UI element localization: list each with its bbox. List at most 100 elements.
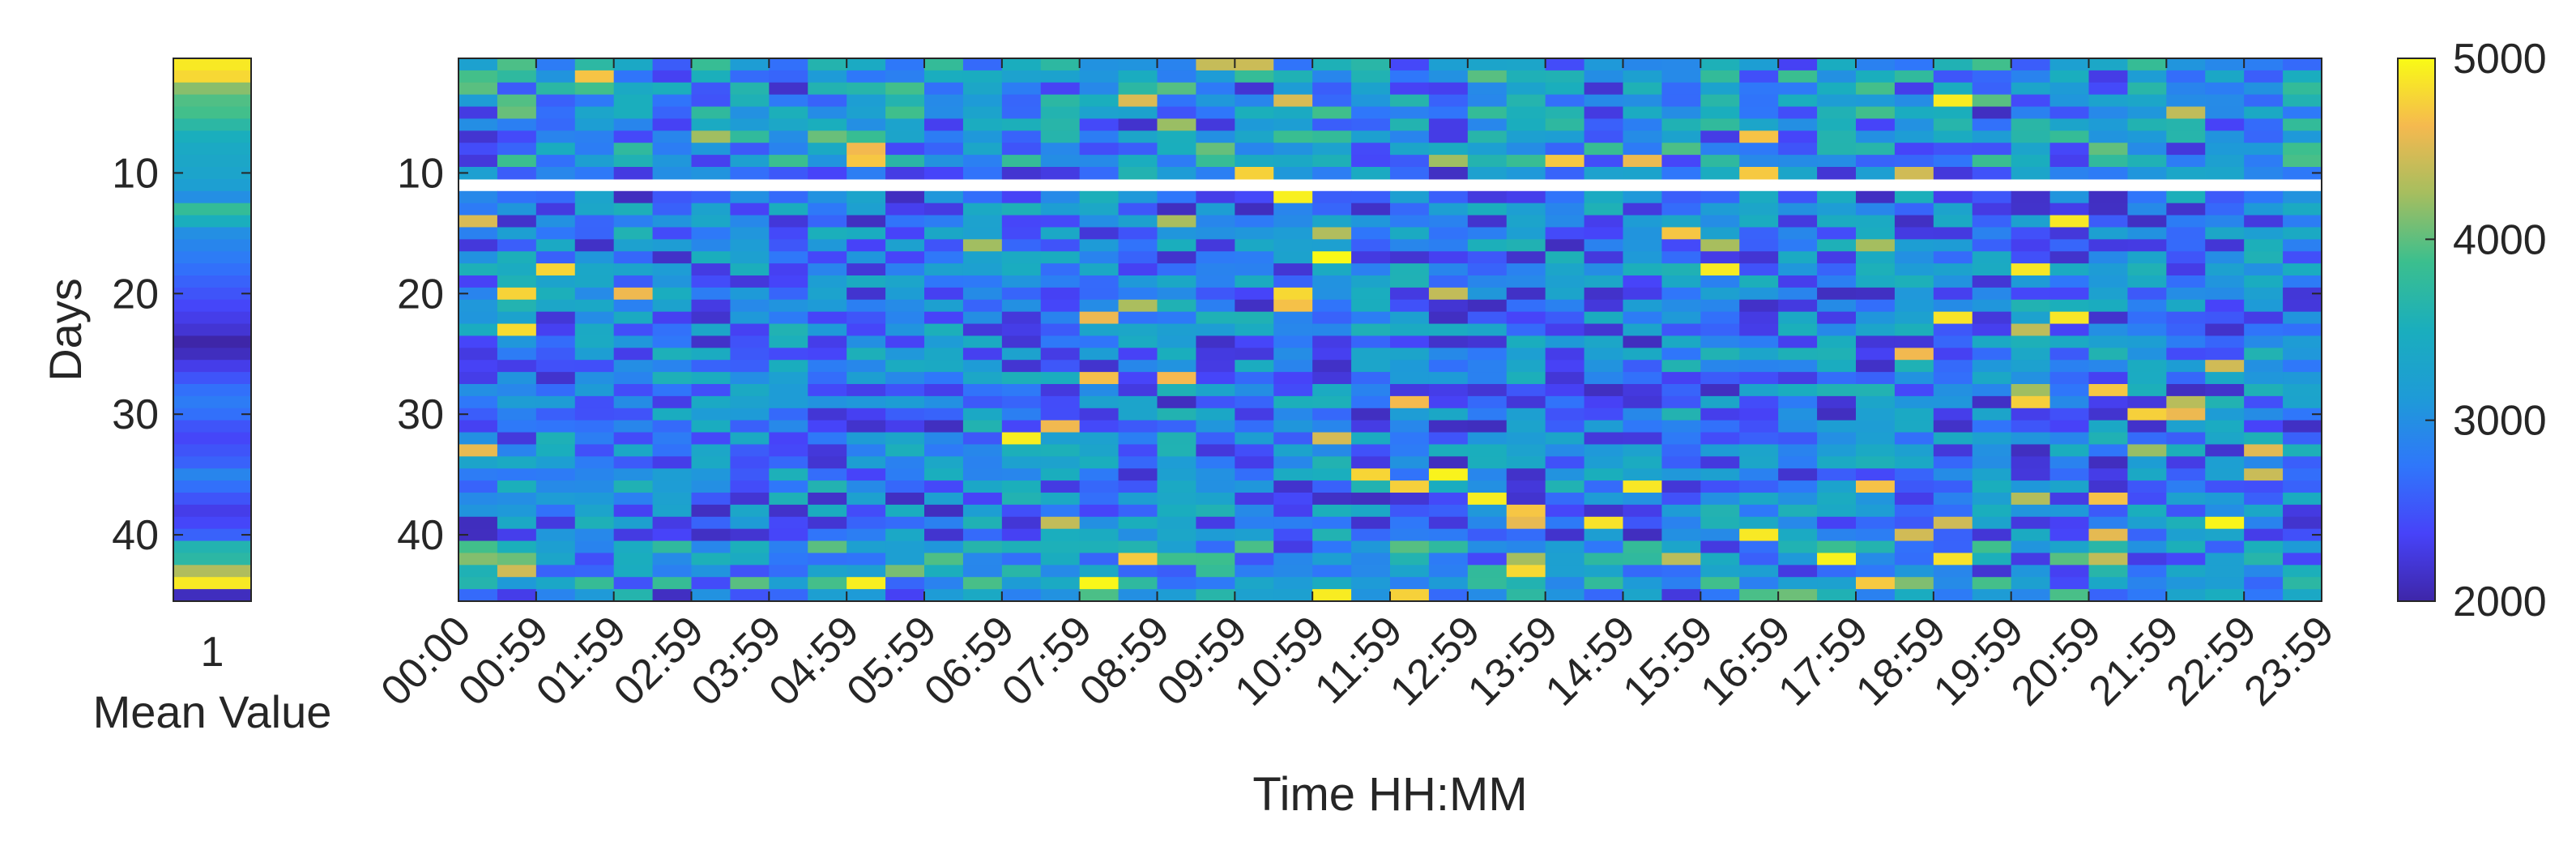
heatmap-cell (1079, 251, 1120, 264)
heatmap-cell (1933, 528, 1973, 542)
heatmap-cell (1972, 528, 2012, 542)
heatmap-cell (613, 577, 654, 590)
heatmap-cell (1856, 155, 1896, 168)
heatmap-cell (885, 384, 925, 397)
heatmap-cell (2166, 215, 2206, 228)
heatmap-cell (1739, 348, 1779, 361)
heatmap-cell (1428, 372, 1469, 385)
heatmap-cell (1428, 528, 1469, 542)
heatmap-cell (1972, 203, 2012, 216)
heatmap-cell (458, 143, 498, 156)
heatmap-cell (2049, 251, 2090, 264)
heatmap-cell (1390, 528, 1430, 542)
heatmap-cell (1273, 528, 1313, 542)
heatmap-cell (1235, 480, 1274, 493)
heatmap-cell (691, 348, 731, 361)
heatmap-cell (497, 263, 537, 276)
mean-cell (173, 540, 251, 554)
heatmap-cell (2088, 167, 2129, 180)
heatmap-cell (2049, 58, 2090, 71)
heatmap-cell (1661, 553, 1701, 566)
heatmap-cell (574, 589, 615, 602)
heatmap-cell (2244, 372, 2284, 385)
heatmap-cell (808, 203, 847, 216)
mean-cell (173, 94, 251, 108)
heatmap-cell (808, 540, 847, 554)
heatmap-cell (885, 335, 925, 348)
heatmap-cell (1118, 504, 1158, 518)
mean-cell (173, 203, 251, 216)
heatmap-cell (2127, 311, 2167, 325)
heatmap-cell (652, 167, 693, 180)
heatmap-cell (2088, 432, 2129, 446)
heatmap-cell (1545, 348, 1585, 361)
heatmap-cell (1661, 251, 1701, 264)
heatmap-cell (2283, 372, 2322, 385)
heatmap-cell (1079, 299, 1120, 313)
heatmap-cell (2011, 589, 2051, 602)
heatmap-cell (1235, 263, 1274, 276)
heatmap-cell (2205, 480, 2245, 493)
heatmap-cell (1778, 456, 1818, 469)
heatmap-cell (769, 408, 808, 421)
mean-cell (173, 589, 251, 602)
heatmap-cell (1894, 155, 1934, 168)
heatmap-cell (2049, 348, 2090, 361)
heatmap-cell (730, 335, 770, 348)
heatmap-x-tick-label: 16:59 (1692, 607, 1800, 715)
heatmap-cell (1118, 215, 1158, 228)
heatmap-cell (1157, 299, 1197, 313)
heatmap-cell (1623, 372, 1663, 385)
heatmap-cell (1817, 215, 1857, 228)
heatmap-cell (1584, 143, 1624, 156)
heatmap-cell (1196, 251, 1235, 264)
heatmap-cell (535, 395, 576, 409)
heatmap-cell (1856, 311, 1896, 325)
heatmap-cell (2283, 480, 2322, 493)
heatmap-cell (1312, 589, 1352, 602)
heatmap-cell (962, 348, 1003, 361)
heatmap-cell (613, 480, 654, 493)
heatmap-cell (1273, 311, 1313, 325)
heatmap-cell (1351, 82, 1391, 96)
heatmap-cell (1351, 58, 1391, 71)
heatmap-cell (2088, 215, 2129, 228)
heatmap-cell (2127, 565, 2167, 578)
heatmap-cell (574, 480, 615, 493)
heatmap-cell (2283, 215, 2322, 228)
heatmap-cell (962, 408, 1003, 421)
heatmap-cell (1118, 299, 1158, 313)
heatmap-cell (808, 323, 847, 337)
heatmap-cell (1196, 82, 1235, 96)
heatmap-cell (1856, 287, 1896, 301)
heatmap-cell (497, 372, 537, 385)
heatmap-cell (1040, 432, 1081, 446)
heatmap-cell (1506, 299, 1546, 313)
heatmap-cell (1545, 395, 1585, 409)
heatmap-cell (2166, 335, 2206, 348)
heatmap-cell (2127, 167, 2167, 180)
heatmap-cell (847, 190, 886, 204)
heatmap-cell (497, 58, 537, 71)
heatmap-cell (1157, 58, 1197, 71)
heatmap-cell (1312, 577, 1352, 590)
heatmap-cell (1817, 480, 1857, 493)
heatmap-cell (1157, 311, 1197, 325)
heatmap-cell (2127, 468, 2167, 481)
heatmap-cell (2244, 565, 2284, 578)
heatmap-cell (1118, 372, 1158, 385)
heatmap-cell (1817, 335, 1857, 348)
heatmap-cell (2283, 444, 2322, 457)
heatmap-cell (885, 82, 925, 96)
heatmap-cell (574, 372, 615, 385)
heatmap-cell (1506, 94, 1546, 108)
heatmap-cell (1778, 311, 1818, 325)
heatmap-cell (1312, 118, 1352, 131)
heatmap-cell (1428, 167, 1469, 180)
heatmap-cell (2049, 335, 2090, 348)
heatmap-cell (1196, 167, 1235, 180)
heatmap-cell (808, 311, 847, 325)
heatmap-cell (1739, 275, 1779, 288)
heatmap-cell (613, 516, 654, 530)
mean-cell (173, 178, 251, 192)
